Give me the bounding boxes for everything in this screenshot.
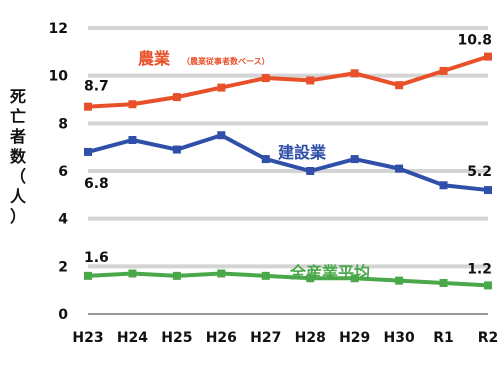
- x-tick-label: H30: [384, 330, 415, 346]
- data-point: [261, 271, 270, 280]
- grid-lines: [88, 26, 488, 315]
- data-point: [217, 131, 226, 140]
- series-layer: [84, 52, 492, 290]
- data-point: [84, 271, 92, 280]
- data-point: [172, 145, 181, 154]
- x-tick-label: R1: [433, 330, 454, 346]
- data-point: [306, 167, 315, 175]
- x-tick-label: H28: [295, 330, 326, 346]
- series-name: 農業: [138, 49, 171, 68]
- data-point: [261, 155, 270, 164]
- data-point: [306, 274, 315, 283]
- data-point: [172, 93, 181, 102]
- data-point: [217, 83, 226, 92]
- data-point: [217, 269, 226, 278]
- data-label-start: 8.7: [84, 79, 109, 95]
- y-axis-title-char: 死: [10, 87, 26, 106]
- y-tick-label: 2: [58, 259, 68, 275]
- data-point: [128, 136, 137, 145]
- x-ticks: H23 H24 H25 H26 H27 H28 H29 H30 R1 R2: [72, 330, 498, 346]
- data-label-start: 6.8: [84, 176, 109, 192]
- data-point: [350, 69, 359, 78]
- y-tick-label: 12: [49, 21, 68, 37]
- x-tick-label: R2: [478, 330, 499, 346]
- x-tick-label: H25: [161, 330, 192, 346]
- series-line: [86, 133, 490, 193]
- x-tick-label: H26: [206, 330, 237, 346]
- series-line: [86, 271, 490, 288]
- data-point: [350, 274, 359, 283]
- data-point: [306, 76, 315, 85]
- series-name: 建設業: [278, 143, 327, 162]
- data-point: [261, 74, 270, 83]
- x-tick-label: H23: [72, 330, 103, 346]
- data-point: [484, 281, 492, 290]
- y-axis-title-char: 人: [10, 187, 27, 206]
- data-point: [439, 66, 448, 75]
- data-point: [172, 271, 181, 280]
- x-tick-label: H27: [250, 330, 281, 346]
- y-axis-title-char: 者: [9, 127, 26, 146]
- y-tick-label: 0: [58, 307, 68, 323]
- data-label-start: 1.6: [84, 250, 109, 266]
- data-label-end: 10.8: [457, 33, 492, 49]
- data-point: [439, 279, 448, 288]
- data-point: [84, 102, 92, 111]
- y-tick-label: 6: [58, 164, 68, 180]
- data-point: [350, 155, 359, 164]
- y-axis-title-char: ）: [10, 207, 26, 226]
- series-line: [86, 54, 490, 109]
- x-tick-label: H29: [339, 330, 370, 346]
- data-point: [84, 147, 92, 156]
- y-tick-label: 8: [58, 116, 68, 132]
- series-name: 全産業平均: [289, 263, 370, 282]
- data-label-end: 1.2: [467, 261, 492, 277]
- x-tick-label: H24: [117, 330, 148, 346]
- data-point: [128, 269, 137, 278]
- data-point: [395, 164, 404, 173]
- y-ticks: 0 2 4 6 8 10 12: [49, 21, 69, 323]
- data-point: [395, 81, 404, 90]
- series-note: （農業従事者数ベース）: [182, 56, 270, 66]
- data-point: [128, 100, 137, 109]
- data-point: [395, 276, 404, 285]
- y-tick-label: 4: [58, 212, 68, 228]
- y-axis-title-char: 数: [10, 147, 27, 166]
- y-axis-title-char: 亡: [10, 107, 26, 126]
- y-tick-label: 10: [49, 69, 69, 85]
- y-axis-title-char: （: [10, 167, 26, 186]
- data-point: [439, 181, 448, 190]
- data-label-end: 5.2: [467, 164, 492, 180]
- data-point: [484, 52, 492, 61]
- data-point: [484, 186, 492, 195]
